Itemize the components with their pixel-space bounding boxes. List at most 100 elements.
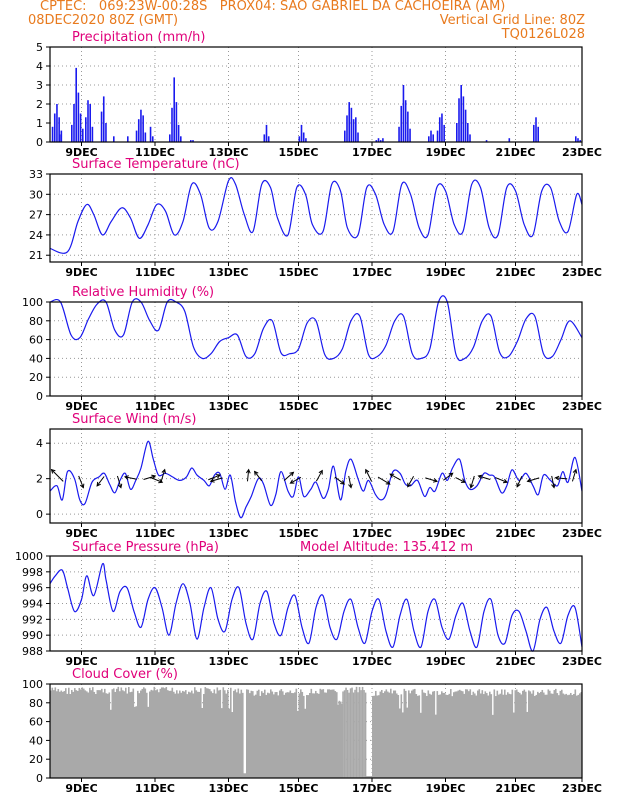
- wind-arrow: [407, 475, 415, 488]
- cloud-bar: [182, 690, 184, 778]
- wind-arrow-head: [245, 468, 251, 474]
- precip-bar: [357, 132, 359, 142]
- wind-arrow: [478, 475, 491, 480]
- cloud-bar: [120, 687, 123, 778]
- cloud-bar: [574, 689, 577, 778]
- cloud-bar: [165, 687, 168, 778]
- wind-arrow: [254, 471, 263, 482]
- cloud-bar: [107, 693, 109, 778]
- wind-arrow-head: [50, 468, 56, 474]
- wind-arrow: [143, 475, 156, 480]
- y-tick-label: 80: [29, 315, 43, 328]
- cloud-bar: [508, 693, 511, 778]
- wind-arrow-head: [385, 480, 391, 485]
- x-tick-label: 19DEC: [425, 655, 465, 668]
- precip-bar: [113, 136, 115, 142]
- cloud-bar: [162, 687, 165, 778]
- precip-bar: [79, 113, 82, 142]
- cloud-bar: [421, 689, 424, 778]
- x-tick-label: 11DEC: [135, 266, 175, 279]
- wind-arrow-head: [407, 482, 412, 488]
- precip-bar: [460, 85, 462, 142]
- cloud-bar: [303, 695, 305, 778]
- y-tick-label: 40: [29, 734, 43, 747]
- cloud-bar: [98, 690, 100, 778]
- cloud-bar: [399, 708, 401, 778]
- y-tick-label: 40: [29, 352, 43, 365]
- cloud-bar: [327, 689, 329, 778]
- x-tick-label: 11DEC: [135, 146, 175, 159]
- precip-bar: [467, 123, 469, 142]
- wind-arrow-head: [215, 474, 221, 479]
- x-tick-label: 19DEC: [425, 266, 465, 279]
- cloud-bar: [411, 690, 413, 778]
- cloud-bar: [459, 689, 461, 778]
- cloud-bar: [131, 691, 133, 778]
- cloud-bar: [161, 687, 163, 778]
- cloud-bar: [221, 708, 223, 778]
- cloud-bar: [159, 688, 162, 778]
- precip-bar: [169, 134, 171, 142]
- cloud-bar: [493, 689, 496, 778]
- cloud-bar: [351, 687, 353, 778]
- cloud-bar: [65, 688, 67, 778]
- cloud-bar: [81, 687, 84, 778]
- cloud-bar: [110, 709, 112, 778]
- precip-bar: [102, 96, 105, 142]
- cloud-bar: [198, 691, 201, 778]
- x-tick-label: 23DEC: [562, 400, 602, 413]
- x-tick-label: 17DEC: [352, 146, 392, 159]
- precip-bar: [458, 98, 460, 142]
- cloud-bar: [239, 693, 241, 778]
- wind-arrow-head: [289, 471, 295, 477]
- wind-arrow: [516, 476, 523, 487]
- cloud-bar: [231, 712, 234, 778]
- panel-2: 0 20 40 60 80 100 9DEC 11DEC 13DEC 15DEC 17DEC 19DE…: [22, 285, 602, 413]
- y-tick-label: 27: [29, 209, 43, 222]
- precip-bar: [173, 77, 175, 142]
- cloud-bar: [499, 693, 502, 778]
- x-tick-label: 15DEC: [278, 400, 318, 413]
- cloud-bar: [558, 695, 560, 778]
- cloud-bar: [423, 692, 425, 778]
- cloud-bar: [462, 691, 464, 778]
- cloud-bar: [170, 690, 172, 778]
- cloud-bar: [176, 690, 178, 778]
- wind-arrow-head: [448, 472, 454, 478]
- cloud-bar: [294, 692, 296, 778]
- cloud-bar: [442, 692, 445, 778]
- wind-arrow-head: [551, 483, 556, 489]
- cloud-bar: [173, 691, 175, 778]
- panel-title: Surface Wind (m/s): [72, 412, 196, 427]
- cloud-bar: [321, 689, 323, 778]
- cloud-bar: [379, 691, 382, 778]
- wind-arrow-head: [460, 478, 466, 483]
- cloud-bar: [304, 708, 307, 778]
- wind-arrow-head: [469, 483, 474, 489]
- precip-bar: [91, 126, 94, 142]
- x-tick-label: 13DEC: [208, 655, 248, 668]
- cloud-bar: [144, 688, 147, 778]
- x-tick-label: 15DEC: [278, 146, 318, 159]
- precip-bar: [144, 132, 147, 142]
- precip-bar: [151, 136, 154, 142]
- cloud-bar: [435, 714, 437, 778]
- cloud-bar: [219, 689, 222, 778]
- header-station-info: CPTEC: 069:23W-00:28S PROX04: SAO GABRIE…: [40, 0, 506, 14]
- model-altitude-label: Model Altitude: 135.412 m: [300, 540, 473, 555]
- x-tick-label: 17DEC: [352, 655, 392, 668]
- y-tick-label: 33: [29, 168, 43, 181]
- wind-arrow: [150, 477, 163, 483]
- cloud-bar: [259, 695, 262, 778]
- cloud-bar: [216, 687, 219, 778]
- series-line: [49, 562, 583, 652]
- precip-bar: [443, 124, 445, 142]
- cloud-bar: [236, 692, 238, 778]
- precip-bar: [438, 117, 441, 142]
- wind-arrow: [551, 475, 555, 488]
- cloud-bar: [418, 695, 421, 778]
- cloud-bar: [420, 712, 422, 778]
- cloud-bar: [276, 692, 278, 778]
- cloud-bar: [432, 691, 434, 778]
- cloud-bar: [501, 689, 503, 778]
